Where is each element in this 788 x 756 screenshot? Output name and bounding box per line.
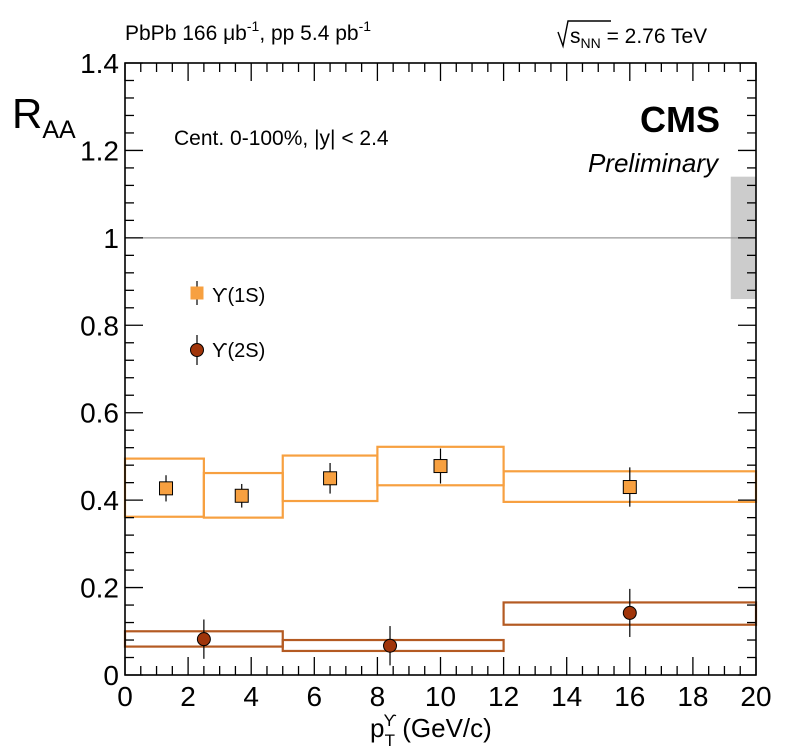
y-tick-label: 1.4 — [80, 48, 119, 79]
svg-text:sNN = 2.76 TeV: sNN = 2.76 TeV — [570, 25, 707, 51]
marker-1s-4 — [433, 459, 448, 474]
marker-2s-3 — [622, 605, 637, 620]
axis-ticks — [124, 62, 757, 676]
sqrt-sign — [557, 20, 611, 49]
x-tick-label: 18 — [677, 681, 708, 712]
x-tick-label: 6 — [307, 681, 323, 712]
y-tick-label: 0 — [103, 660, 119, 691]
marker-1s-2 — [234, 488, 249, 503]
y-tick-label: 1.2 — [80, 135, 119, 166]
x-tick-label: 0 — [117, 681, 133, 712]
marker-2s-2 — [383, 638, 398, 653]
x-tick-labels: 0 2 4 6 8 10 12 14 16 18 20 — [117, 681, 771, 712]
cms-label: CMS — [640, 99, 720, 140]
sys-box-1s-4 — [376, 445, 505, 487]
y-tick-labels: 0 0.2 0.4 0.6 0.8 1 1.2 1.4 — [80, 48, 119, 691]
legend: ϒ(1S) ϒ(2S) — [190, 281, 265, 365]
marker-2s-1 — [196, 632, 211, 647]
legend-1s-marker — [190, 286, 204, 300]
selection-label: Cent. 0-100%, |y| < 2.4 — [174, 127, 389, 150]
x-tick-label: 20 — [740, 681, 771, 712]
y-tick-label: 0.6 — [80, 398, 119, 429]
legend-2s-marker — [190, 343, 204, 357]
marker-1s-1 — [159, 481, 174, 496]
lumi-label: PbPb 166 μb-1, pp 5.4 pb-1 — [125, 18, 371, 45]
x-axis-title: pϒ T (GeV/c) — [370, 711, 492, 750]
marker-1s-5 — [622, 480, 637, 495]
x-tick-label: 16 — [614, 681, 645, 712]
preliminary-label: Preliminary — [588, 148, 720, 178]
data-points — [159, 448, 637, 666]
x-tick-label: 2 — [180, 681, 196, 712]
y-tick-label: 0.8 — [80, 310, 119, 341]
marker-1s-3 — [323, 471, 338, 486]
energy-label: sNN = 2.76 TeV — [557, 20, 707, 51]
x-tick-label: 12 — [488, 681, 519, 712]
y-tick-label: 0.2 — [80, 573, 119, 604]
x-tick-label: 4 — [243, 681, 259, 712]
y-axis-title: RAA — [12, 90, 76, 144]
x-tick-label: 10 — [425, 681, 456, 712]
y-tick-label: 0.4 — [80, 485, 119, 516]
legend-entry-1s: ϒ(1S) — [190, 281, 265, 307]
y-tick-label: 1 — [103, 223, 119, 254]
legend-1s-label: ϒ(1S) — [212, 285, 265, 307]
x-tick-label: 8 — [370, 681, 386, 712]
legend-2s-label: ϒ(2S) — [212, 340, 265, 362]
legend-entry-2s: ϒ(2S) — [190, 335, 265, 365]
x-tick-label: 14 — [551, 681, 582, 712]
